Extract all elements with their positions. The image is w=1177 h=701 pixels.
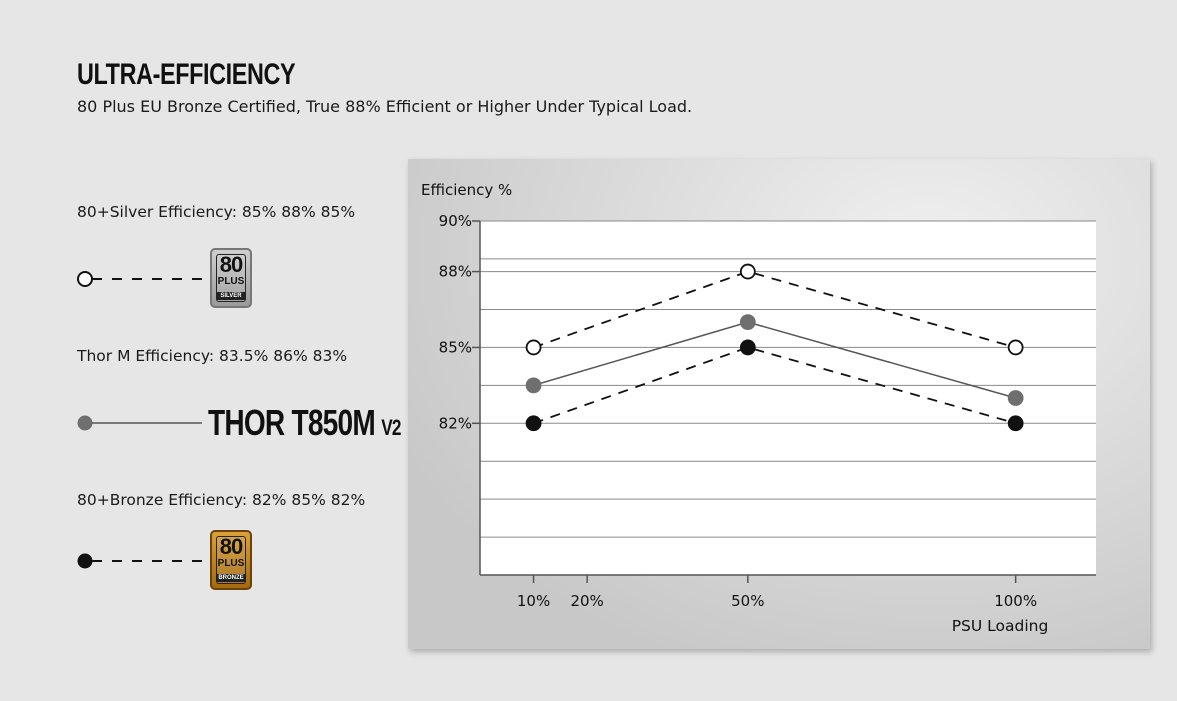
series-line-0 <box>533 270 1016 349</box>
legend-bronze-line <box>77 553 206 569</box>
legend-silver-label: 80+Silver Efficiency: 85% 88% 85% <box>77 203 356 221</box>
series-0-point-1 <box>739 263 756 280</box>
plot-area <box>480 221 1096 575</box>
series-1-point-1 <box>739 314 756 331</box>
efficiency-chart: Efficiency % 90% 88% 85% 82% 10% 20% 50% 100% PSU… <box>421 181 1096 635</box>
legend-bronze-label: 80+Bronze Efficiency: 82% 85% 82% <box>77 491 366 509</box>
x-tick-20: 20% <box>570 592 603 610</box>
x-axis-label: PSU Loading <box>952 617 1049 635</box>
series-0-point-0 <box>525 339 542 356</box>
y-axis-label: Efficiency % <box>421 181 512 199</box>
x-tick-100: 100% <box>994 592 1037 610</box>
series-2-point-0 <box>525 415 542 432</box>
y-tick-88: 88% <box>439 263 472 281</box>
legend-silver-line <box>77 271 206 287</box>
series-line-2 <box>533 346 1016 425</box>
x-tick-10: 10% <box>517 592 550 610</box>
x-tick-50: 50% <box>731 592 764 610</box>
y-tick-85: 85% <box>439 338 472 356</box>
chart-panel: Efficiency % 90% 88% 85% 82% 10% 20% 50% 100% PSU… <box>408 159 1150 649</box>
80-plus-silver-badge: 80 PLUS SILVER <box>210 248 252 308</box>
product-version: V2 <box>381 415 401 440</box>
series-0-point-2 <box>1007 339 1024 356</box>
series-2-point-2 <box>1007 415 1024 432</box>
y-tick-90: 90% <box>439 212 472 230</box>
series-2-point-1 <box>739 339 756 356</box>
y-tick-82: 82% <box>439 414 472 432</box>
page-title: ULTRA-EFFICIENCY <box>77 58 296 91</box>
product-name: THOR T850M V2 <box>208 402 401 443</box>
80-plus-bronze-badge: 80 PLUS BRONZE <box>210 530 252 590</box>
series-1-point-0 <box>525 377 542 394</box>
page-subtitle: 80 Plus EU Bronze Certified, True 88% Ef… <box>77 97 693 116</box>
legend-thor-line <box>77 415 202 431</box>
series-1-point-2 <box>1007 390 1024 406</box>
legend-thor-label: Thor M Efficiency: 83.5% 86% 83% <box>77 347 348 365</box>
